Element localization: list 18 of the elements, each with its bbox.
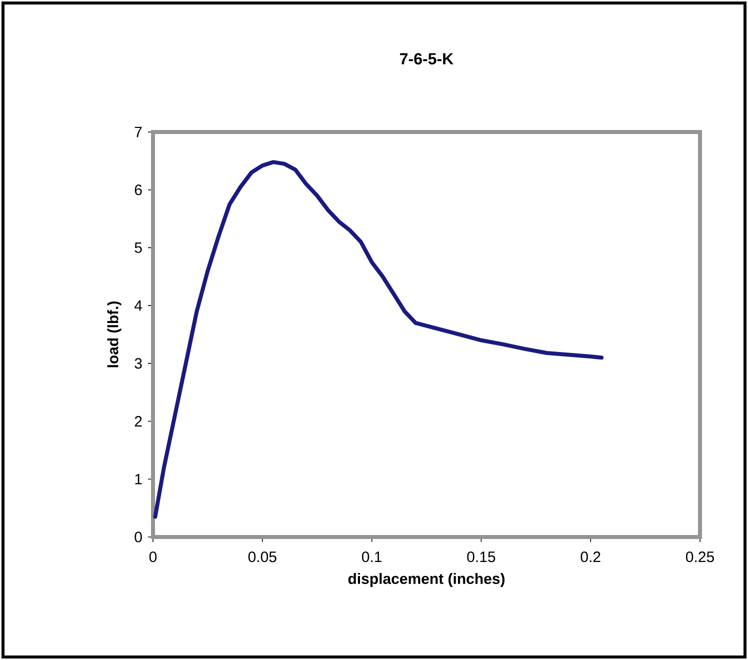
line-series bbox=[153, 160, 604, 519]
y-tick-label: 0 bbox=[134, 532, 142, 542]
chart-title: 7-6-5-K bbox=[400, 53, 454, 64]
x-tick-label: 0.2 bbox=[580, 552, 600, 562]
x-tick-label: 0.15 bbox=[467, 552, 496, 562]
y-tick-label: 4 bbox=[134, 300, 142, 311]
x-axis-title: displacement (inches) bbox=[348, 573, 505, 587]
y-tick-label: 5 bbox=[134, 242, 142, 253]
x-tick-label: 0 bbox=[149, 552, 157, 562]
y-axis-title: load (lbf.) bbox=[107, 301, 122, 368]
x-tick-label: 0.1 bbox=[362, 552, 382, 562]
y-tick-label: 2 bbox=[134, 416, 142, 427]
x-tick-label: 0.05 bbox=[248, 552, 276, 562]
y-tick-label: 1 bbox=[135, 474, 142, 484]
y-tick-label: 7 bbox=[134, 126, 142, 138]
x-tick-label: 0.25 bbox=[686, 552, 714, 562]
y-tick-label: 3 bbox=[134, 358, 142, 369]
y-tick-label: 6 bbox=[134, 184, 142, 196]
